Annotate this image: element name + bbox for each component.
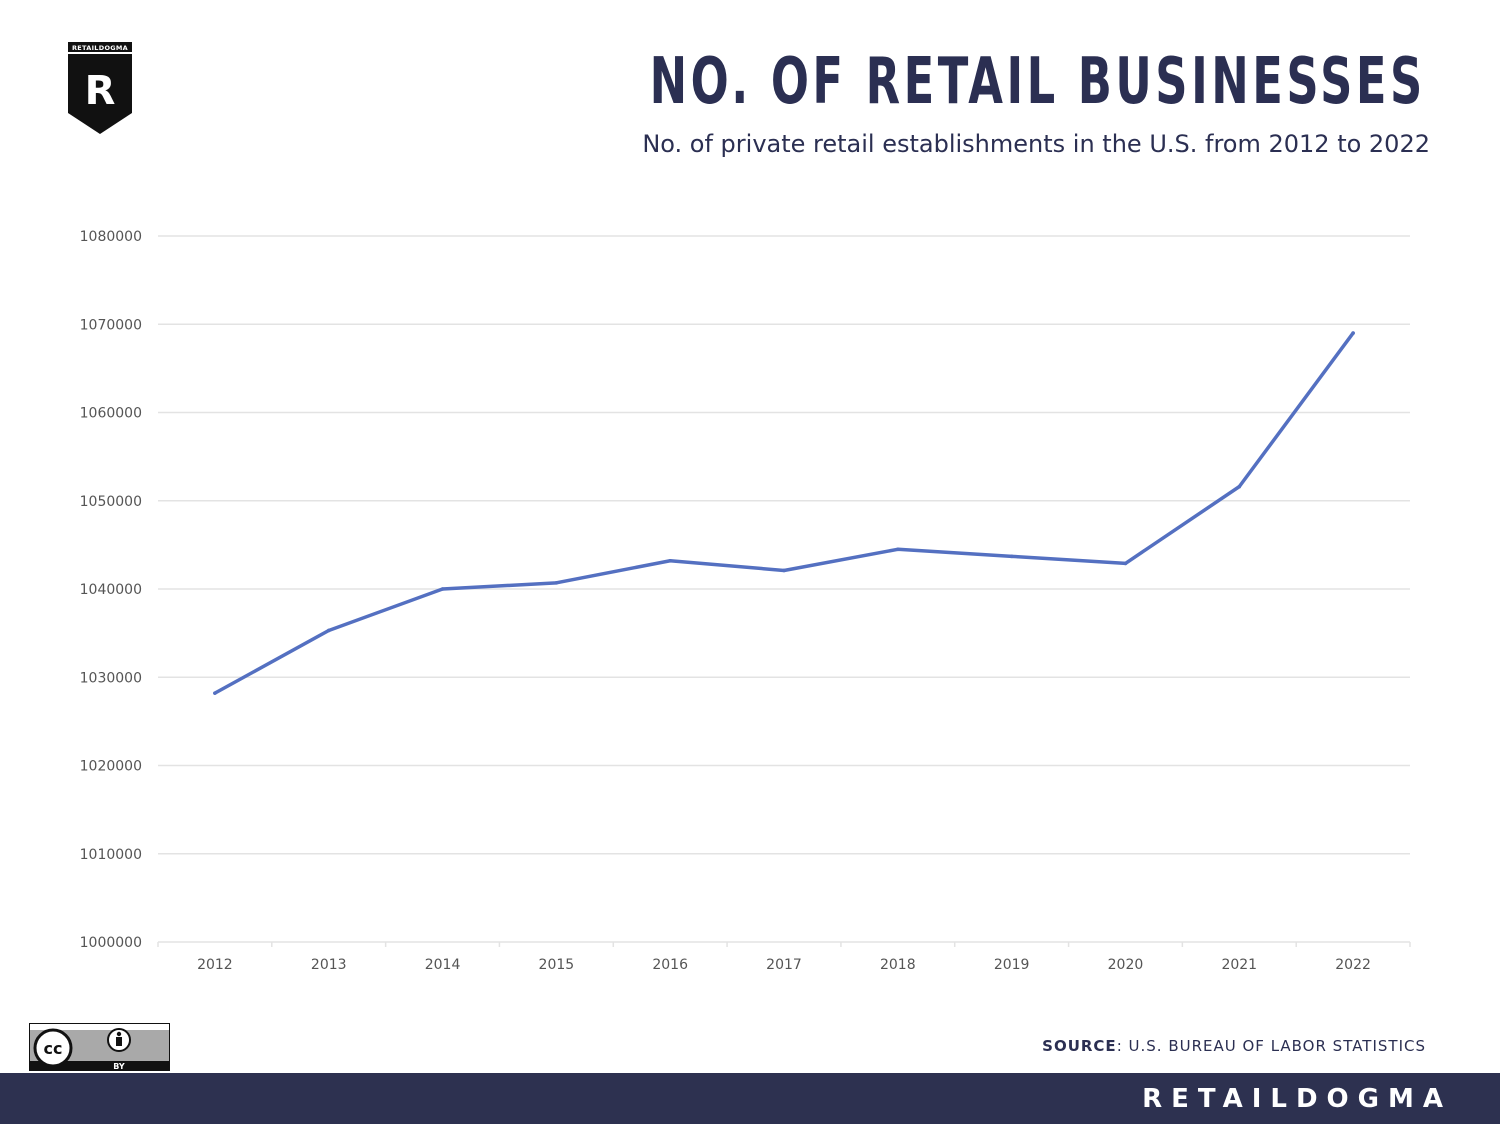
y-tick-label: 1020000 (80, 759, 142, 775)
cc-by-license-badge: cc BY (29, 1023, 170, 1071)
retaildogma-logo: RETAILDOGMA R (68, 42, 132, 134)
y-tick-label: 1010000 (80, 847, 142, 863)
y-tick-label: 1030000 (80, 670, 142, 686)
series-line-0 (213, 331, 1355, 695)
data-point-2012 (213, 691, 217, 695)
data-point-2018 (896, 547, 900, 552)
x-tick-label: 2021 (1221, 957, 1257, 973)
chart-subtitle: No. of private retail establishments in … (642, 130, 1430, 158)
x-tick-label: 2016 (652, 957, 688, 973)
data-point-2014 (440, 587, 445, 591)
data-point-2021 (1237, 484, 1242, 489)
x-tick-label: 2018 (880, 957, 916, 973)
source-note: SOURCE: U.S. BUREAU OF LABOR STATISTICS (1042, 1035, 1426, 1057)
data-point-2013 (326, 628, 331, 633)
y-tick-label: 1050000 (80, 494, 142, 510)
data-point-2017 (782, 568, 786, 573)
data-point-2015 (554, 581, 559, 585)
y-tick-label: 1040000 (80, 582, 142, 598)
y-tick-label: 1060000 (80, 406, 142, 422)
footer-bar: RETAILDOGMA (0, 1073, 1500, 1124)
source-text: : U.S. BUREAU OF LABOR STATISTICS (1116, 1037, 1426, 1055)
x-tick-label: 2015 (539, 957, 575, 973)
y-tick-label: 1070000 (80, 317, 142, 333)
logo-letter: R (85, 68, 116, 114)
footer-brand: RETAILDOGMA (1142, 1084, 1452, 1114)
logo-brand-text: RETAILDOGMA (72, 44, 128, 52)
data-point-2020 (1123, 561, 1128, 566)
data-point-2016 (668, 558, 672, 563)
x-tick-label: 2019 (994, 957, 1030, 973)
x-tick-label: 2014 (425, 957, 461, 973)
chart-title: NO. OF RETAIL BUSINESSES (649, 45, 1426, 119)
data-point-2019 (1009, 554, 1014, 559)
cc-icon: cc (44, 1039, 63, 1058)
y-tick-label: 1080000 (80, 229, 142, 245)
x-tick-label: 2012 (197, 957, 233, 973)
source-label: SOURCE (1042, 1037, 1117, 1055)
x-tick-label: 2020 (1108, 957, 1144, 973)
by-label: BY (113, 1062, 125, 1071)
y-tick-label: 1000000 (80, 935, 142, 951)
x-tick-label: 2022 (1335, 957, 1371, 973)
x-tick-label: 2017 (766, 957, 802, 973)
data-point-2022 (1351, 331, 1355, 335)
x-tick-label: 2013 (311, 957, 347, 973)
